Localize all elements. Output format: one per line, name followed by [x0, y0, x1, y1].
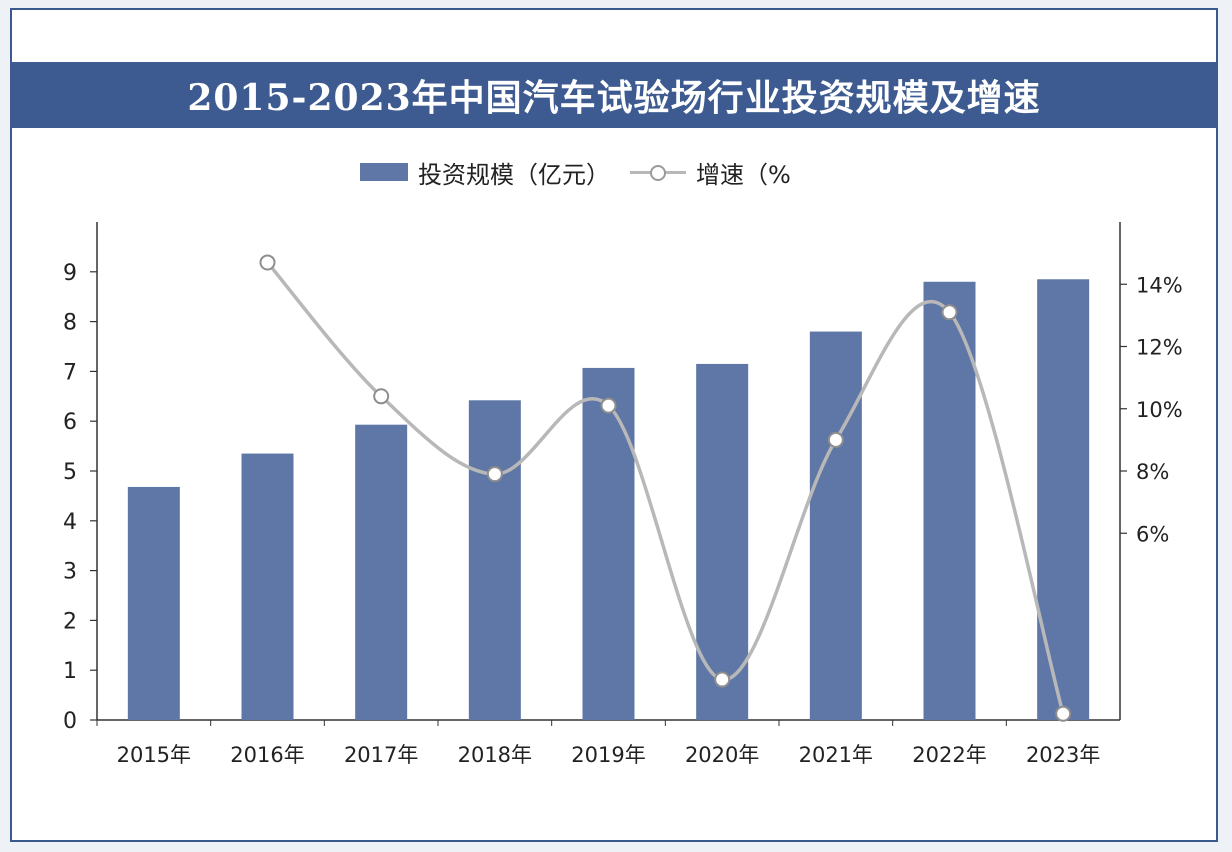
left-tick-label: 9	[63, 261, 77, 286]
left-tick-label: 4	[63, 510, 77, 535]
bar	[241, 453, 294, 720]
x-tick-label: 2019年	[571, 743, 645, 767]
legend-item-investment: 投资规模（亿元）	[360, 155, 610, 190]
bar	[127, 486, 180, 720]
left-tick-label: 6	[63, 410, 77, 435]
legend-label-investment: 投资规模（亿元）	[418, 160, 610, 189]
growth-point	[600, 397, 617, 414]
bar	[468, 400, 521, 720]
title-bar: 2015-2023年中国汽车试验场行业投资规模及增速	[10, 62, 1218, 128]
legend-bar-swatch	[360, 163, 408, 181]
x-tick-label: 2023年	[1026, 743, 1100, 767]
left-tick-label: 0	[63, 709, 77, 734]
bar	[1037, 279, 1090, 720]
right-tick-label: 6%	[1136, 522, 1169, 546]
bar	[582, 367, 635, 720]
chart-title: 2015-2023年中国汽车试验场行业投资规模及增速	[187, 77, 1041, 119]
left-tick-label: 8	[63, 311, 77, 336]
left-tick-label: 2	[63, 609, 77, 634]
bar	[809, 331, 862, 720]
bar	[923, 281, 976, 720]
left-tick-label: 7	[63, 360, 77, 385]
right-tick-label: 14%	[1136, 273, 1183, 297]
legend-label-growth: 增速（%	[696, 160, 791, 189]
x-tick-label: 2018年	[458, 743, 532, 767]
growth-point	[827, 431, 844, 448]
x-tick-label: 2017年	[344, 743, 418, 767]
left-tick-label: 1	[63, 659, 77, 684]
right-tick-label: 12%	[1136, 336, 1183, 360]
legend: 投资规模（亿元） 增速（%	[360, 152, 791, 192]
right-tick-label: 10%	[1136, 398, 1183, 422]
right-tick-label: 8%	[1136, 460, 1169, 484]
growth-point	[941, 304, 958, 321]
legend-item-growth: 增速（%	[630, 155, 791, 190]
growth-point	[486, 466, 503, 483]
x-tick-label: 2016年	[230, 743, 304, 767]
growth-point	[259, 254, 276, 271]
growth-point	[1055, 705, 1072, 722]
growth-point	[373, 388, 390, 405]
left-tick-label: 3	[63, 560, 77, 585]
x-tick-label: 2015年	[117, 743, 191, 767]
x-tick-label: 2022年	[912, 743, 986, 767]
legend-line-swatch	[630, 162, 686, 182]
bar	[355, 424, 408, 720]
x-tick-label: 2021年	[799, 743, 873, 767]
left-tick-label: 5	[63, 460, 77, 485]
growth-point	[714, 671, 731, 688]
x-tick-label: 2020年	[685, 743, 759, 767]
